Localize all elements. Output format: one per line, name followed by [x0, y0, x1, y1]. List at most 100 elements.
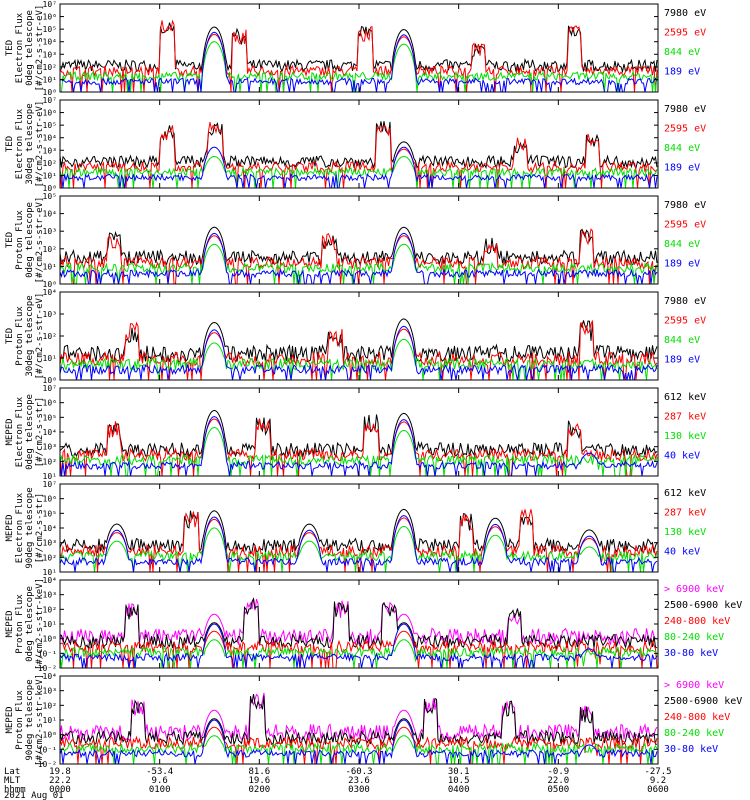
panel-7: 10⁻² 10⁻¹ 10⁰ 10¹ 10² 10³ 10⁴ MEPED Proton Flux 0…	[5, 576, 742, 673]
legend-entry: 287 keV	[664, 412, 706, 423]
y-tick-label: 10³	[43, 50, 57, 59]
panel-3: 10⁰ 10¹ 10² 10³ 10⁴ 10⁵ TED Proton Flux 0deg tel…	[5, 192, 706, 289]
y-axis-label: [#/cm2-s-str-keV]	[35, 674, 45, 766]
y-tick-label: 10¹	[43, 262, 57, 271]
footer-tick-label: 81.6	[248, 767, 270, 777]
series-line	[59, 726, 658, 765]
panel-frame	[59, 99, 659, 189]
y-tick-label: 10⁴	[43, 672, 57, 681]
y-axis-label: 30deg telescope	[25, 103, 35, 184]
series-line	[59, 121, 658, 169]
y-axis-label: [#/cm2-s-str]	[35, 493, 45, 563]
y-axis-label: MEPED	[5, 418, 15, 445]
y-tick-label: 10⁴	[43, 428, 57, 437]
y-tick-label: 10⁰	[43, 635, 57, 644]
panel-5: 10¹ 10² 10³ 10⁴ 10⁵ 10⁶ 10⁷ MEPED Electron Flux 0…	[5, 384, 706, 481]
series-line	[59, 325, 658, 381]
y-tick-label: 10⁻¹	[38, 649, 57, 658]
y-tick-label: 10⁷	[43, 480, 57, 489]
y-tick-label: 10³	[43, 146, 57, 155]
footer-tick-label: 9.2	[650, 776, 666, 786]
panel-6: 10¹ 10² 10³ 10⁴ 10⁵ 10⁶ 10⁷ MEPED Electron Flux 9…	[5, 480, 706, 577]
series-line	[59, 31, 658, 93]
legend-entry: 240-800 keV	[664, 712, 730, 723]
legend-entry: 844 eV	[664, 143, 700, 154]
series-line	[60, 41, 658, 93]
legend-entry: 40 keV	[664, 547, 700, 558]
y-axis-label: TED	[5, 136, 15, 152]
y-axis-label: [#/cm2-s-str-eV]	[35, 197, 45, 284]
y-axis-label: MEPED	[5, 514, 15, 541]
y-axis-label: Electron Flux	[15, 108, 25, 179]
panel-4: 10⁰ 10¹ 10² 10³ 10⁴ TED Proton Flux 30deg teles…	[5, 288, 706, 385]
y-axis-label: Proton Flux	[15, 306, 25, 366]
y-tick-label: 10⁰	[43, 376, 57, 385]
legend-entry: 2595 eV	[664, 28, 706, 39]
footer-date: 2021 Aug 01	[4, 791, 64, 800]
y-tick-label: 10⁶	[43, 109, 57, 118]
legend-entry: 2500-6900 keV	[664, 696, 742, 707]
y-tick-label: 10¹	[43, 75, 57, 84]
y-axis-label: 30deg telescope	[25, 295, 35, 376]
footer-tick-label: -53.4	[146, 767, 173, 777]
y-axis-label: Electron Flux	[15, 492, 25, 563]
y-axis-label: 90deg telescope	[25, 487, 35, 568]
y-tick-label: 10⁵	[43, 25, 57, 34]
series-line	[59, 418, 658, 477]
legend-entry: 80-240 keV	[664, 728, 724, 739]
series-line	[59, 19, 658, 93]
series-line	[59, 694, 658, 747]
y-axis-label: MEPED	[5, 610, 15, 637]
legend-entry: 7980 eV	[664, 8, 706, 19]
series-line	[59, 719, 658, 765]
footer-tick-label: 19.6	[248, 776, 270, 786]
legend-entry: 189 eV	[664, 67, 700, 78]
legend-entry: 189 eV	[664, 163, 700, 174]
y-tick-label: 10⁻²	[38, 760, 57, 769]
y-tick-label: 10¹	[43, 568, 57, 577]
y-axis-label: [#/cm2-s-str]	[35, 397, 45, 467]
y-tick-label: 10³	[43, 227, 57, 236]
legend-entry: > 6900 keV	[664, 584, 724, 595]
y-tick-label: 10²	[43, 159, 57, 168]
y-tick-label: 10³	[43, 443, 57, 452]
y-tick-label: 10⁷	[43, 0, 57, 9]
footer-row-label: Lat	[4, 767, 20, 777]
y-tick-label: 10⁻¹	[38, 745, 57, 754]
series-line	[59, 515, 658, 573]
y-axis-label: Electron Flux	[15, 396, 25, 467]
y-tick-label: 10⁴	[43, 576, 57, 585]
y-tick-label: 10¹	[43, 354, 57, 363]
y-tick-label: 10²	[43, 701, 57, 710]
y-axis-label: MEPED	[5, 706, 15, 733]
series-line	[59, 318, 658, 364]
y-axis-label: TED	[5, 40, 15, 56]
y-tick-label: 10⁴	[43, 38, 57, 47]
footer-tick-label: 22.2	[49, 776, 71, 786]
y-axis-label: 90deg telescope	[25, 679, 35, 760]
series-line	[59, 155, 658, 189]
footer-tick-label: 9.6	[152, 776, 168, 786]
footer-row-label: hhmm	[4, 785, 26, 795]
y-axis-label: [#/cm2-s-str-eV]	[35, 101, 45, 188]
y-tick-label: 10⁴	[43, 524, 57, 533]
y-tick-label: 10⁰	[43, 280, 57, 289]
series-line	[59, 122, 658, 189]
y-axis-label: 0deg telescope	[25, 394, 35, 470]
y-tick-label: 10¹	[43, 716, 57, 725]
y-tick-label: 10⁷	[43, 384, 57, 393]
legend-entry: 612 keV	[664, 392, 706, 403]
legend-entry: 130 keV	[664, 431, 706, 442]
y-axis-label: TED	[5, 232, 15, 248]
y-tick-label: 10⁶	[43, 13, 57, 22]
y-tick-label: 10²	[43, 332, 57, 341]
footer-tick-label: -0.9	[547, 767, 569, 777]
series-line	[59, 525, 658, 573]
footer-tick-label: 22.0	[547, 776, 569, 786]
footer-tick-label: 30.1	[448, 767, 470, 777]
footer-tick-label: 0600	[647, 785, 669, 795]
legend-entry: 189 eV	[664, 355, 700, 366]
legend-entry: 2595 eV	[664, 316, 706, 327]
legend-entry: 7980 eV	[664, 104, 706, 115]
